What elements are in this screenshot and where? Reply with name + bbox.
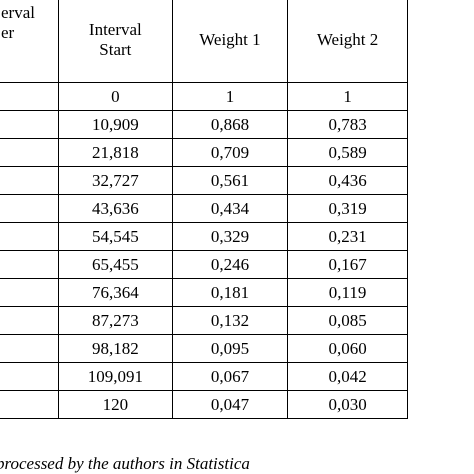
weight-2-cell: 0,319 (287, 194, 408, 223)
weight-1-cell: 0,067 (171, 362, 289, 391)
interval-start-cell: 76,364 (57, 278, 173, 307)
weight-1-cell: 0,329 (171, 222, 289, 251)
table-row: 76,364 0,181 0,119 (0, 278, 408, 307)
interval-number-cell (0, 362, 59, 391)
interval-number-cell (0, 334, 59, 363)
table-row: 98,182 0,095 0,060 (0, 334, 408, 363)
weight-1-cell: 0,047 (171, 390, 289, 419)
table-header-row: erval er Interval Start Weight 1 Weight … (0, 0, 408, 83)
table-row: 109,091 0,067 0,042 (0, 362, 408, 391)
weight-2-cell: 0,030 (287, 390, 408, 419)
interval-start-cell: 87,273 (57, 306, 173, 335)
interval-number-cell (0, 278, 59, 307)
table-row: 120 0,047 0,030 (0, 390, 408, 419)
weight-1-cell: 0,868 (171, 110, 289, 139)
header-interval-number: erval er (0, 0, 59, 83)
header-interval-start-line-2: Start (99, 39, 132, 59)
interval-start-cell: 21,818 (57, 138, 173, 167)
interval-number-cell (0, 194, 59, 223)
header-interval-number-line-2: er (1, 23, 15, 42)
interval-number-cell (0, 306, 59, 335)
interval-start-cell: 0 (57, 82, 173, 111)
weight-1-cell: 0,434 (171, 194, 289, 223)
weight-1-cell: 0,181 (171, 278, 289, 307)
table-container: erval er Interval Start Weight 1 Weight … (0, 0, 408, 419)
weight-2-cell: 0,042 (287, 362, 408, 391)
table-row: 54,545 0,329 0,231 (0, 222, 408, 251)
header-weight-2: Weight 2 (287, 0, 408, 83)
weight-2-cell: 0,589 (287, 138, 408, 167)
interval-number-cell (0, 250, 59, 279)
interval-number-cell (0, 222, 59, 251)
weight-1-cell: 0,561 (171, 166, 289, 195)
weight-1-cell: 1 (171, 82, 289, 111)
interval-start-cell: 32,727 (57, 166, 173, 195)
interval-start-cell: 120 (57, 390, 173, 419)
interval-number-cell (0, 138, 59, 167)
header-interval-start: Interval Start (57, 0, 173, 83)
weight-1-cell: 0,095 (171, 334, 289, 363)
weight-2-cell: 1 (287, 82, 408, 111)
weights-table: erval er Interval Start Weight 1 Weight … (0, 0, 408, 419)
source-note: processed by the authors in Statistica (0, 454, 250, 473)
interval-start-cell: 98,182 (57, 334, 173, 363)
weight-2-cell: 0,060 (287, 334, 408, 363)
interval-number-cell (0, 82, 59, 111)
table-row: 32,727 0,561 0,436 (0, 166, 408, 195)
weight-2-cell: 0,119 (287, 278, 408, 307)
interval-start-cell: 54,545 (57, 222, 173, 251)
header-interval-start-line-1: Interval (88, 19, 142, 39)
weight-1-cell: 0,246 (171, 250, 289, 279)
table-row: 21,818 0,709 0,589 (0, 138, 408, 167)
interval-number-cell (0, 166, 59, 195)
table-row: 87,273 0,132 0,085 (0, 306, 408, 335)
weight-2-cell: 0,085 (287, 306, 408, 335)
weight-1-cell: 0,132 (171, 306, 289, 335)
weight-1-cell: 0,709 (171, 138, 289, 167)
weight-2-cell: 0,436 (287, 166, 408, 195)
weight-2-cell: 0,231 (287, 222, 408, 251)
interval-start-cell: 65,455 (57, 250, 173, 279)
weight-2-cell: 0,167 (287, 250, 408, 279)
interval-start-cell: 109,091 (57, 362, 173, 391)
interval-number-cell (0, 110, 59, 139)
interval-start-cell: 10,909 (57, 110, 173, 139)
table-row: 43,636 0,434 0,319 (0, 194, 408, 223)
weight-2-cell: 0,783 (287, 110, 408, 139)
header-weight-1: Weight 1 (171, 0, 289, 83)
header-interval-number-line-1: erval (1, 3, 35, 22)
table-row: 10,909 0,868 0,783 (0, 110, 408, 139)
interval-number-cell (0, 390, 59, 419)
table-row: 65,455 0,246 0,167 (0, 250, 408, 279)
interval-start-cell: 43,636 (57, 194, 173, 223)
